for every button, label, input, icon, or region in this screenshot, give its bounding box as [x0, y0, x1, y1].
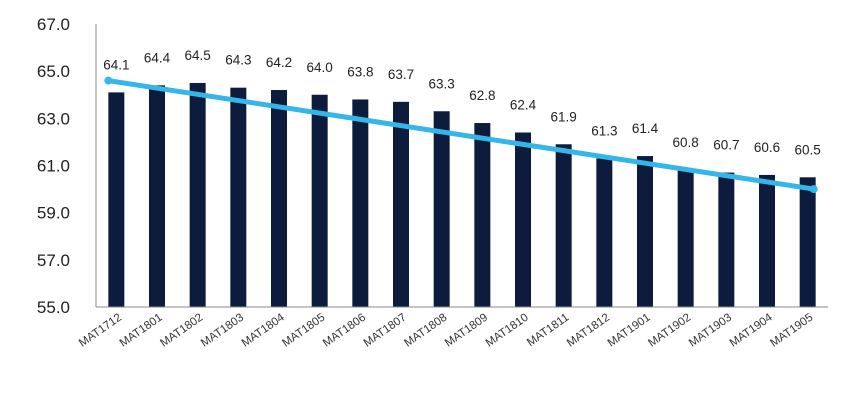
x-tick-label: MAT1904	[728, 311, 776, 349]
x-tick-label: MAT1804	[240, 311, 288, 349]
bar	[474, 123, 491, 307]
x-tick-label: MAT1811	[525, 312, 571, 349]
bar	[271, 90, 287, 308]
data-label: 60.6	[754, 140, 780, 155]
bars	[108, 82, 816, 308]
data-label: 60.5	[795, 142, 821, 157]
bar	[718, 172, 735, 307]
trendline-start-point	[104, 76, 113, 85]
bar	[677, 170, 694, 307]
x-tick-label: MAT1812	[565, 312, 612, 350]
y-tick-label: 63.0	[37, 109, 70, 128]
x-tick-label: MAT1809	[443, 312, 490, 350]
x-tick-label: MAT1901	[606, 312, 653, 350]
trendline-end-point	[809, 185, 818, 194]
trendline-group	[104, 76, 818, 194]
y-tick-label: 61.0	[37, 157, 70, 176]
data-label: 64.1	[103, 57, 129, 72]
x-tick-label: MAT1808	[402, 312, 449, 350]
x-tick-label: MAT1802	[158, 312, 205, 350]
bar	[393, 101, 409, 307]
x-tick-label: MAT1905	[768, 312, 815, 350]
bar	[433, 111, 450, 307]
bar	[149, 85, 165, 307]
data-label: 62.4	[510, 97, 537, 112]
bar	[799, 177, 816, 307]
bar	[189, 82, 206, 307]
data-label: 61.3	[591, 123, 617, 138]
trendline	[105, 78, 817, 192]
bar	[555, 144, 572, 307]
data-label: 64.3	[225, 53, 251, 68]
y-tick-label: 55.0	[37, 298, 70, 317]
data-label: 61.4	[632, 121, 659, 136]
x-tick-label: MAT1801	[118, 312, 165, 350]
y-axis-ticks: 55.0 57.0 59.0 61.0 63.0 65.0 67.0	[37, 15, 70, 317]
data-label: 64.4	[144, 50, 171, 65]
bar	[352, 99, 369, 307]
y-tick-label: 65.0	[37, 62, 70, 81]
bar	[311, 94, 328, 307]
data-label: 60.8	[673, 135, 699, 150]
y-tick-label: 59.0	[37, 204, 70, 223]
x-tick-label: MAT1810	[484, 312, 531, 350]
data-label: 64.5	[185, 48, 211, 63]
y-tick-label: 67.0	[37, 15, 70, 34]
x-tick-label: MAT1807	[362, 312, 409, 350]
data-labels: 64.1 64.4 64.5 64.3 64.2 64.0 63.8 63.7 63.3 62.8…	[103, 48, 821, 157]
x-tick-label: MAT1805	[280, 312, 327, 350]
data-label: 62.8	[469, 88, 495, 103]
x-tick-label: MAT1712	[77, 312, 124, 350]
data-label: 60.7	[713, 138, 739, 153]
data-label: 63.7	[388, 67, 414, 82]
x-tick-label: MAT1803	[199, 312, 246, 350]
bar	[515, 132, 531, 307]
data-label: 64.0	[307, 60, 333, 75]
bar	[230, 87, 247, 307]
data-label: 61.9	[551, 109, 577, 124]
x-tick-label: MAT1806	[321, 312, 368, 350]
data-label: 64.2	[266, 55, 292, 70]
bar	[759, 174, 775, 307]
y-tick-label: 57.0	[37, 251, 70, 270]
x-tick-label: MAT1902	[646, 312, 693, 350]
bar	[108, 92, 125, 308]
x-tick-label: MAT1903	[687, 312, 734, 350]
x-axis-ticks: MAT1712MAT1801MAT1802MAT1803MAT1804MAT18…	[77, 311, 815, 349]
data-label: 63.3	[429, 76, 455, 91]
bar	[637, 156, 653, 307]
bar	[596, 158, 613, 307]
axes	[95, 24, 828, 308]
data-label: 63.8	[347, 64, 373, 79]
